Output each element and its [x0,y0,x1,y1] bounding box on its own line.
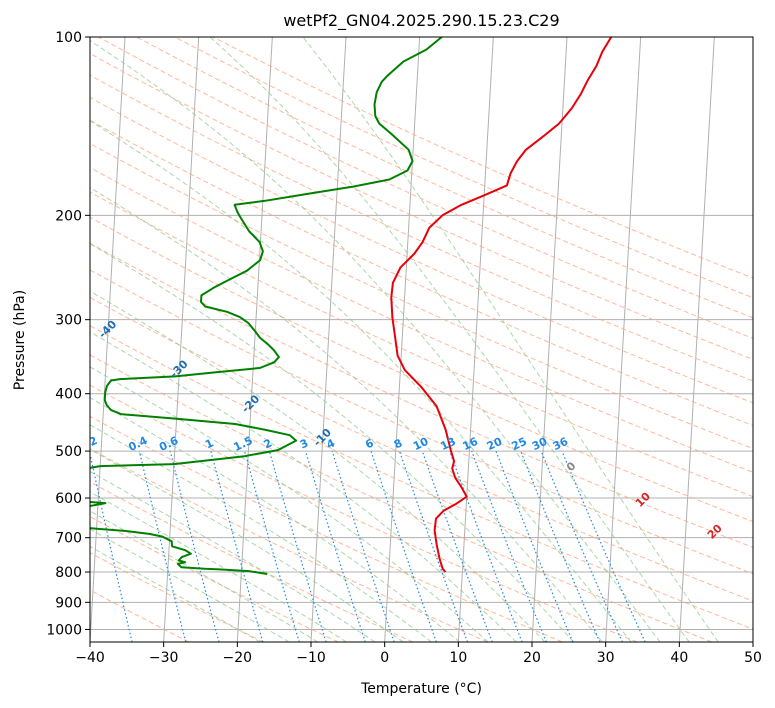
mixing-ratio-line [210,450,264,642]
dry-adiabat [90,166,753,473]
moist-adiabat [90,528,290,642]
moist-adiabat [90,242,574,642]
y-axis-label: Pressure (hPa) [12,290,28,390]
moist-adiabat [90,448,404,642]
dry-adiabat [90,481,414,642]
dry-adiabat [90,191,753,498]
plot-frame [89,36,754,643]
moist-adiabat [90,397,461,642]
dry-adiabat [90,216,753,523]
chart-title: wetPf2_GN04.2025.290.15.23.C29 [283,11,559,31]
mixing-ratio-line [540,450,623,642]
y-tick-label: 500 [55,444,82,460]
sounding-series [90,37,613,575]
mixing-ratio-line [169,450,220,642]
mixing-ratio-line [331,450,395,642]
mixing-ratio-line [268,450,327,642]
y-tick-label: 700 [55,531,82,547]
dry-adiabats [90,37,753,642]
mixing-ratio-label: 36 [551,435,571,453]
x-tick-label: 40 [670,650,688,666]
isotherm-line [605,37,642,642]
moist-adiabat [90,366,489,642]
moist-adiabat [209,37,690,642]
moist-adiabat [90,120,632,642]
dry-adiabat [90,52,753,360]
dry-adiabat [90,269,753,575]
x-tick-label: 10 [449,650,467,666]
mixing-ratio-line [244,450,300,642]
y-tick-label: 400 [55,387,82,403]
isotherm-line [678,37,715,642]
mixing-ratio-line [399,450,469,642]
isotherm-line [310,37,347,642]
dry-adiabat [90,516,339,642]
isotherm-line [384,37,421,642]
mixing-ratio-label: 25 [510,435,529,453]
mixing-ratio-line [421,450,493,642]
mixing-ratio-line [495,450,574,642]
mixing-ratio-label: 0.2 [76,434,99,454]
y-tick-label: 600 [55,491,82,507]
mixing-ratio-lines [90,450,646,642]
plot-area: 0.10.20.40.611.52346810131620253036-100-… [76,37,753,642]
moist-adiabat [90,510,319,642]
mixing-ratio-line [90,451,133,642]
x-tick-label: 50 [744,650,762,666]
mixing-ratio-line [138,450,187,642]
dry-adiabat [90,242,753,548]
x-tick-label: −20 [223,650,253,666]
x-axis-ticks: −40 −30 −20 −10 0 10 20 30 40 50 [75,642,762,666]
dry-adiabat [136,37,753,319]
temperature-profile [390,37,613,573]
mixing-ratio-line [561,450,646,642]
mixing-ratio-line [305,450,366,642]
y-axis-ticks: 100 200 300 400 500 600 700 800 900 1000 [46,30,90,638]
y-tick-label: 300 [55,313,82,329]
y-tick-label: 900 [55,595,82,611]
mixing-ratio-label: 10 [411,435,431,453]
dry-adiabat [90,354,712,642]
y-tick-label: 1000 [46,622,82,638]
dewpoint-profile [90,37,443,575]
mixing-ratio-line [370,450,437,642]
x-tick-label: 20 [523,650,541,666]
x-tick-label: 30 [597,650,615,666]
mixing-ratio-line [449,450,523,642]
isotherm-line [236,37,273,642]
mixing-ratio-label: 16 [461,435,481,453]
mixing-ratio-line [520,450,601,642]
isotherm-line [457,37,494,642]
x-axis-label: Temperature (°C) [360,681,482,697]
y-tick-label: 100 [55,30,82,46]
y-tick-label: 200 [55,208,82,224]
mixing-ratio-label: 20 [485,435,505,453]
dry-adiabat [90,415,563,642]
moist-adiabat [302,37,719,642]
dry-adiabat [90,325,753,630]
isotherm-line [90,37,126,642]
moist-adiabats [90,37,719,642]
dry-adiabat [90,448,488,642]
dry-adiabat [174,37,753,299]
dry-adiabat [90,589,190,642]
x-tick-label: 0 [380,650,389,666]
dry-adiabat [98,37,753,339]
y-tick-label: 800 [55,565,82,581]
x-tick-label: −10 [296,650,326,666]
mixing-ratio-label: 13 [438,435,457,453]
moist-adiabat [90,424,432,642]
moist-adiabat [90,470,376,642]
moist-adiabat [90,290,546,642]
mixing-ratio-label: 30 [530,435,550,453]
mixing-ratio-line [471,450,547,642]
x-tick-label: −40 [75,650,105,666]
x-tick-label: −30 [149,650,179,666]
moist-adiabat [90,39,661,642]
